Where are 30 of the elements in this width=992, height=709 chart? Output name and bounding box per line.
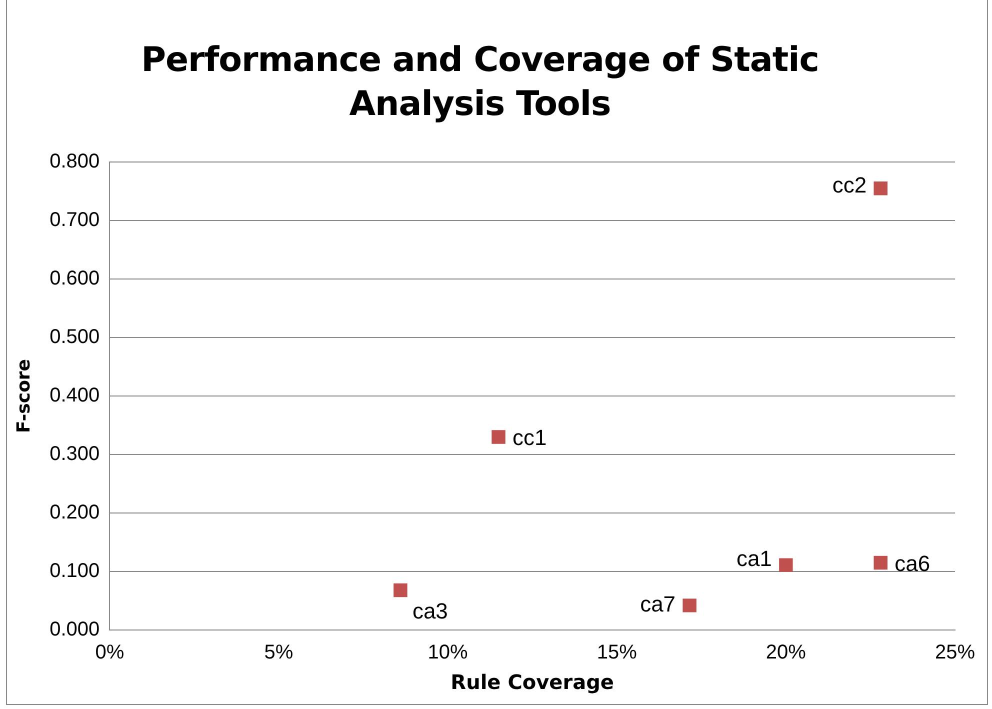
y-tick-label: 0.500: [50, 326, 100, 348]
annotation: cc1: [512, 425, 547, 450]
x-axis-title: Rule Coverage: [450, 670, 614, 694]
y-tick-label: 0.800: [50, 150, 100, 173]
x-tick-label: 25%: [934, 642, 976, 664]
y-tick-label: 0.400: [50, 384, 100, 407]
y-tick-label: 0.700: [50, 209, 100, 232]
point: [874, 181, 888, 196]
y-tick-label: 0.300: [50, 443, 100, 466]
y-tick-label: 0.600: [50, 268, 100, 290]
chart-title: Performance and Coverage of Static Analysis Tools: [140, 39, 820, 126]
point: [394, 583, 408, 598]
y-tick-label: 0.200: [50, 502, 100, 524]
y-tick-label: 0.000: [50, 618, 100, 641]
point: [874, 556, 888, 570]
point: [492, 430, 506, 444]
x-tick-label: 10%: [428, 642, 468, 664]
point: [682, 598, 696, 612]
x-tick-label: 5%: [264, 642, 294, 664]
annotation: ca1: [736, 546, 772, 572]
y-tick-label: 0.100: [50, 560, 100, 582]
x-tick-label: 20%: [766, 642, 806, 664]
annotation: cc2: [832, 172, 867, 198]
annotation: ca3: [412, 598, 448, 624]
x-tick-label: 0%: [95, 642, 124, 664]
point: [779, 558, 793, 572]
y-axis-title: F-score: [13, 358, 34, 434]
annotation: ca7: [640, 591, 676, 616]
annotation: ca6: [894, 550, 930, 576]
x-tick-label: 15%: [596, 642, 638, 664]
